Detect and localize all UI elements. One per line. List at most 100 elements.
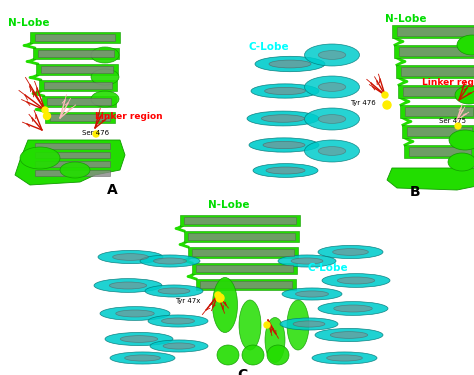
Ellipse shape: [315, 328, 383, 342]
Bar: [36, 64, 118, 75]
Ellipse shape: [255, 56, 325, 72]
Ellipse shape: [266, 167, 305, 174]
Text: Ser 476: Ser 476: [82, 130, 109, 136]
Ellipse shape: [261, 115, 305, 122]
Bar: [196, 279, 296, 290]
Ellipse shape: [337, 277, 375, 284]
Polygon shape: [387, 168, 474, 190]
Ellipse shape: [148, 315, 208, 327]
Text: C: C: [237, 368, 247, 375]
Bar: [409, 147, 471, 156]
Circle shape: [455, 123, 461, 129]
Bar: [42, 96, 116, 107]
Ellipse shape: [91, 69, 119, 85]
Bar: [35, 161, 110, 167]
Ellipse shape: [293, 321, 325, 327]
Bar: [33, 48, 119, 59]
Ellipse shape: [265, 318, 285, 363]
Bar: [184, 217, 296, 224]
Ellipse shape: [145, 285, 203, 297]
Ellipse shape: [113, 254, 148, 260]
Text: N-Lobe: N-Lobe: [385, 14, 427, 24]
Ellipse shape: [282, 288, 342, 300]
Ellipse shape: [242, 345, 264, 365]
Ellipse shape: [91, 91, 119, 107]
Ellipse shape: [249, 138, 319, 152]
Bar: [396, 65, 474, 78]
Bar: [38, 50, 114, 57]
Bar: [397, 27, 474, 36]
Bar: [45, 112, 115, 123]
Ellipse shape: [253, 164, 318, 177]
Ellipse shape: [295, 291, 328, 297]
Bar: [398, 85, 474, 98]
Bar: [404, 145, 474, 158]
Ellipse shape: [116, 310, 154, 317]
Bar: [47, 98, 111, 105]
Text: C-Lobe: C-Lobe: [308, 263, 348, 273]
Ellipse shape: [333, 249, 368, 255]
Text: A: A: [107, 183, 118, 197]
Text: N-Lobe: N-Lobe: [208, 200, 249, 210]
Bar: [394, 45, 474, 58]
Ellipse shape: [247, 111, 319, 126]
Bar: [41, 66, 113, 73]
Ellipse shape: [448, 153, 474, 171]
Bar: [402, 125, 474, 138]
Bar: [35, 152, 110, 158]
Bar: [30, 32, 120, 43]
Ellipse shape: [94, 279, 162, 292]
Ellipse shape: [278, 255, 336, 267]
Ellipse shape: [105, 332, 173, 346]
Bar: [188, 233, 295, 240]
Ellipse shape: [158, 288, 190, 294]
Text: Ser 475: Ser 475: [439, 118, 466, 124]
Ellipse shape: [318, 115, 346, 123]
Ellipse shape: [217, 345, 239, 365]
Ellipse shape: [318, 302, 388, 315]
Bar: [35, 143, 110, 149]
Ellipse shape: [312, 352, 377, 364]
Bar: [188, 247, 298, 258]
Bar: [200, 281, 292, 288]
Ellipse shape: [318, 245, 383, 259]
Circle shape: [93, 131, 99, 137]
Bar: [50, 114, 110, 121]
Ellipse shape: [280, 318, 338, 330]
Ellipse shape: [455, 86, 474, 104]
Ellipse shape: [322, 274, 390, 287]
Ellipse shape: [212, 278, 237, 333]
Bar: [407, 127, 472, 136]
Ellipse shape: [327, 355, 363, 361]
Ellipse shape: [163, 343, 195, 349]
Ellipse shape: [291, 258, 323, 264]
Text: Tyr 47x: Tyr 47x: [175, 298, 201, 304]
Text: Linker region: Linker region: [95, 112, 163, 121]
Ellipse shape: [457, 35, 474, 55]
Bar: [39, 80, 117, 91]
Ellipse shape: [330, 332, 368, 338]
Ellipse shape: [304, 108, 359, 130]
Ellipse shape: [304, 44, 359, 66]
Bar: [192, 263, 297, 274]
Ellipse shape: [60, 162, 90, 178]
Text: N-Lobe: N-Lobe: [8, 18, 49, 28]
Ellipse shape: [162, 318, 194, 324]
Ellipse shape: [318, 82, 346, 92]
Bar: [392, 25, 474, 38]
Ellipse shape: [287, 300, 309, 350]
Circle shape: [42, 107, 48, 113]
Ellipse shape: [251, 84, 319, 98]
Circle shape: [44, 112, 51, 120]
Ellipse shape: [264, 87, 305, 94]
Text: C-Lobe: C-Lobe: [249, 42, 290, 52]
Ellipse shape: [318, 51, 346, 59]
Ellipse shape: [154, 258, 186, 264]
Bar: [405, 107, 473, 116]
Ellipse shape: [304, 76, 359, 98]
Text: Tyr 476: Tyr 476: [350, 100, 376, 106]
Bar: [192, 249, 294, 256]
Bar: [399, 47, 474, 56]
Ellipse shape: [269, 60, 311, 68]
Bar: [35, 34, 115, 41]
